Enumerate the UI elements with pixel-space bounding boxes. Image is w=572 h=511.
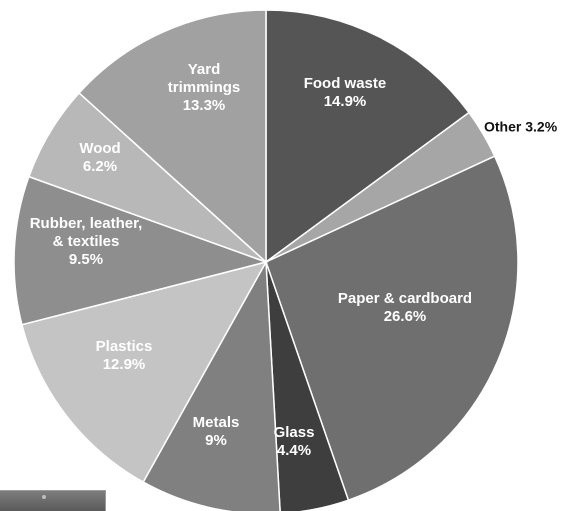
slice-label-line: Metals: [193, 414, 240, 431]
slice-label-line: 14.9%: [324, 93, 367, 110]
slice-label-other: Other 3.2%: [484, 119, 558, 135]
slice-label-line: 4.4%: [277, 442, 311, 459]
slice-label-line: Food waste: [304, 75, 387, 92]
slice-label-line: trimmings: [168, 79, 241, 96]
pie-slice-plastics: [21, 260, 268, 484]
slice-label-yard-trimmings: Yard trimmings 13.3%: [168, 61, 241, 114]
slice-label-line: 9.5%: [69, 251, 103, 268]
pie-slice-yard-trimmings: [78, 9, 267, 264]
slice-label-food-waste: Food waste 14.9%: [304, 75, 387, 110]
slice-label-line: 26.6%: [384, 308, 427, 325]
slice-label-metals: Metals 9%: [193, 414, 240, 449]
pie-slice-metals: [142, 259, 281, 511]
slice-label-glass: Glass 4.4%: [274, 424, 315, 459]
slice-label-paper-cardboard: Paper & cardboard 26.6%: [338, 290, 472, 325]
slice-label-line: 6.2%: [83, 158, 117, 175]
pie-slice-glass: [265, 261, 350, 511]
slice-label-line: Rubber, leather,: [30, 215, 143, 232]
slice-label-line: Yard: [188, 61, 221, 78]
slice-label-line: Plastics: [96, 338, 153, 355]
slice-label-line: Other 3.2%: [484, 119, 558, 135]
slice-label-line: Paper & cardboard: [338, 290, 472, 307]
pie-slice-food-waste: [265, 9, 470, 264]
pie-labels: Food waste 14.9% Other 3.2% Paper & cardboa…: [30, 61, 558, 459]
slice-label-line: 12.9%: [103, 356, 146, 373]
corner-device-graphic: [0, 490, 106, 511]
device-dot-icon: [42, 495, 46, 499]
pie-slice-rubber-leather-textiles: [13, 175, 269, 326]
slice-label-line: Glass: [274, 424, 315, 441]
pie-slices: [13, 9, 519, 511]
slice-label-line: & textiles: [53, 233, 120, 250]
pie-slice-paper-cardboard: [265, 155, 519, 502]
slice-label-rubber-leather-textiles: Rubber, leather, & textiles 9.5%: [30, 215, 143, 268]
slice-label-line: Wood: [79, 140, 120, 157]
slice-label-line: 13.3%: [183, 97, 226, 114]
slice-label-wood: Wood 6.2%: [79, 140, 120, 175]
slice-label-plastics: Plastics 12.9%: [96, 338, 153, 373]
slice-label-line: 9%: [205, 432, 227, 449]
